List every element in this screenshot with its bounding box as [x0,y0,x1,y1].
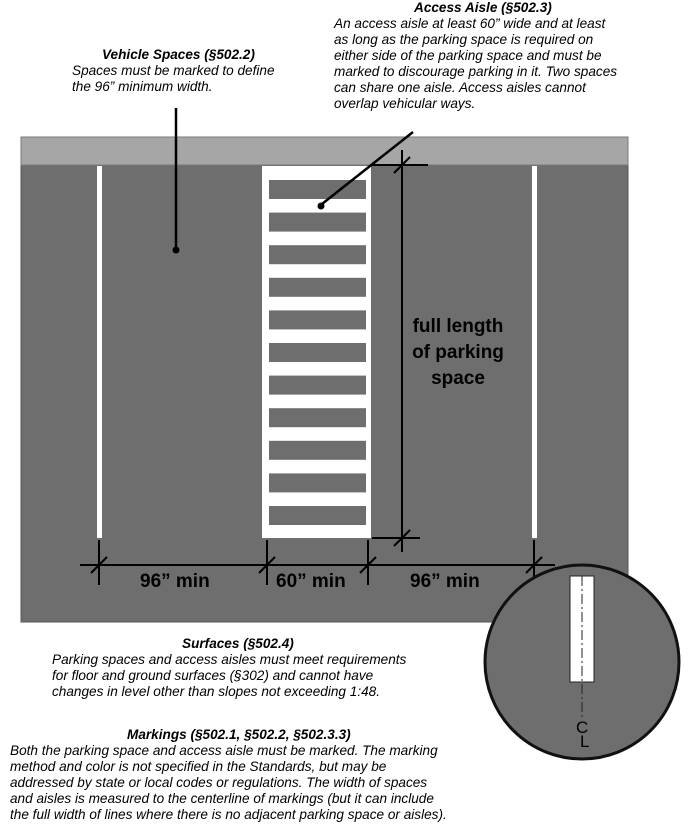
aisle-stripe [269,440,366,460]
left-width-label: 96” min [140,571,210,592]
vehicle-spaces-title: Vehicle Spaces (§502.2) [102,47,255,62]
curb-strip [20,136,629,166]
vehicle-spaces-line-2: the 96” minimum width. [72,79,213,94]
length-label-line-2: of parking [412,342,504,363]
access-aisle-title: Access Aisle (§502.3) [414,0,552,15]
aisle-stripe [269,310,366,330]
aisle-stripe [269,212,366,232]
markings-line-5: the full width of lines where there is n… [10,807,447,822]
access-aisle-line-1: An access aisle at least 60” wide and at… [334,16,606,31]
access-aisle [262,166,371,538]
access-aisle-line-4: marked to discourage parking in it. Two … [334,64,618,79]
vehicle-spaces-line-1: Spaces must be marked to define [72,63,275,78]
left-space-line [97,166,102,538]
surfaces-line-1: Parking spaces and access aisles must me… [52,652,407,667]
aisle-hatch-stripes [269,180,366,525]
aisle-stripe [269,245,366,265]
access-aisle-line-2: as long as the parking space is required… [334,32,594,47]
aisle-stripe [269,506,366,525]
surfaces-line-2: for floor and ground surfaces (§302) and… [52,668,374,683]
aisle-stripe [269,180,366,199]
access-aisle-line-5: can share one aisle. Access aisles canno… [334,80,586,95]
markings-line-1: Both the parking space and access aisle … [10,743,438,758]
length-label-line-3: space [431,368,485,389]
length-label-line-1: full length [413,316,504,337]
leader-lines [172,108,414,254]
markings-title: Markings (§502.1, §502.2, §502.3.3) [127,727,351,742]
access-aisle-line-3: either side of the parking space and mus… [334,48,602,63]
vehicle-spaces-note: Vehicle Spaces (§502.2) Spaces must be m… [72,47,312,95]
centerline-detail: C L [483,563,681,761]
markings-line-4: and aisles is measured to the centerline… [10,791,434,806]
aisle-width-label: 60” min [276,571,346,592]
access-aisle-note: Access Aisle (§502.3) An access aisle at… [334,0,664,112]
aisle-stripe [269,277,366,297]
aisle-stripe [269,408,366,428]
right-width-label: 96” min [410,571,480,592]
surfaces-title: Surfaces (§502.4) [182,636,294,651]
aisle-stripe [269,375,366,395]
markings-line-3: addressed by state or local codes or reg… [10,775,428,790]
access-aisle-line-6: overlap vehicular ways. [334,96,476,111]
aisle-stripe [269,473,366,493]
surfaces-note: Surfaces (§502.4) Parking spaces and acc… [52,636,452,700]
aisle-stripe [269,343,366,362]
right-space-line [532,166,537,538]
length-dimension-line [372,150,428,552]
centerline-symbol: C [576,718,588,737]
centerline-symbol-l: L [580,732,589,751]
markings-line-2: method and color is not specified in the… [10,759,387,774]
surfaces-line-3: changes in level other than slopes not e… [52,684,380,699]
markings-note: Markings (§502.1, §502.2, §502.3.3) Both… [10,727,495,823]
